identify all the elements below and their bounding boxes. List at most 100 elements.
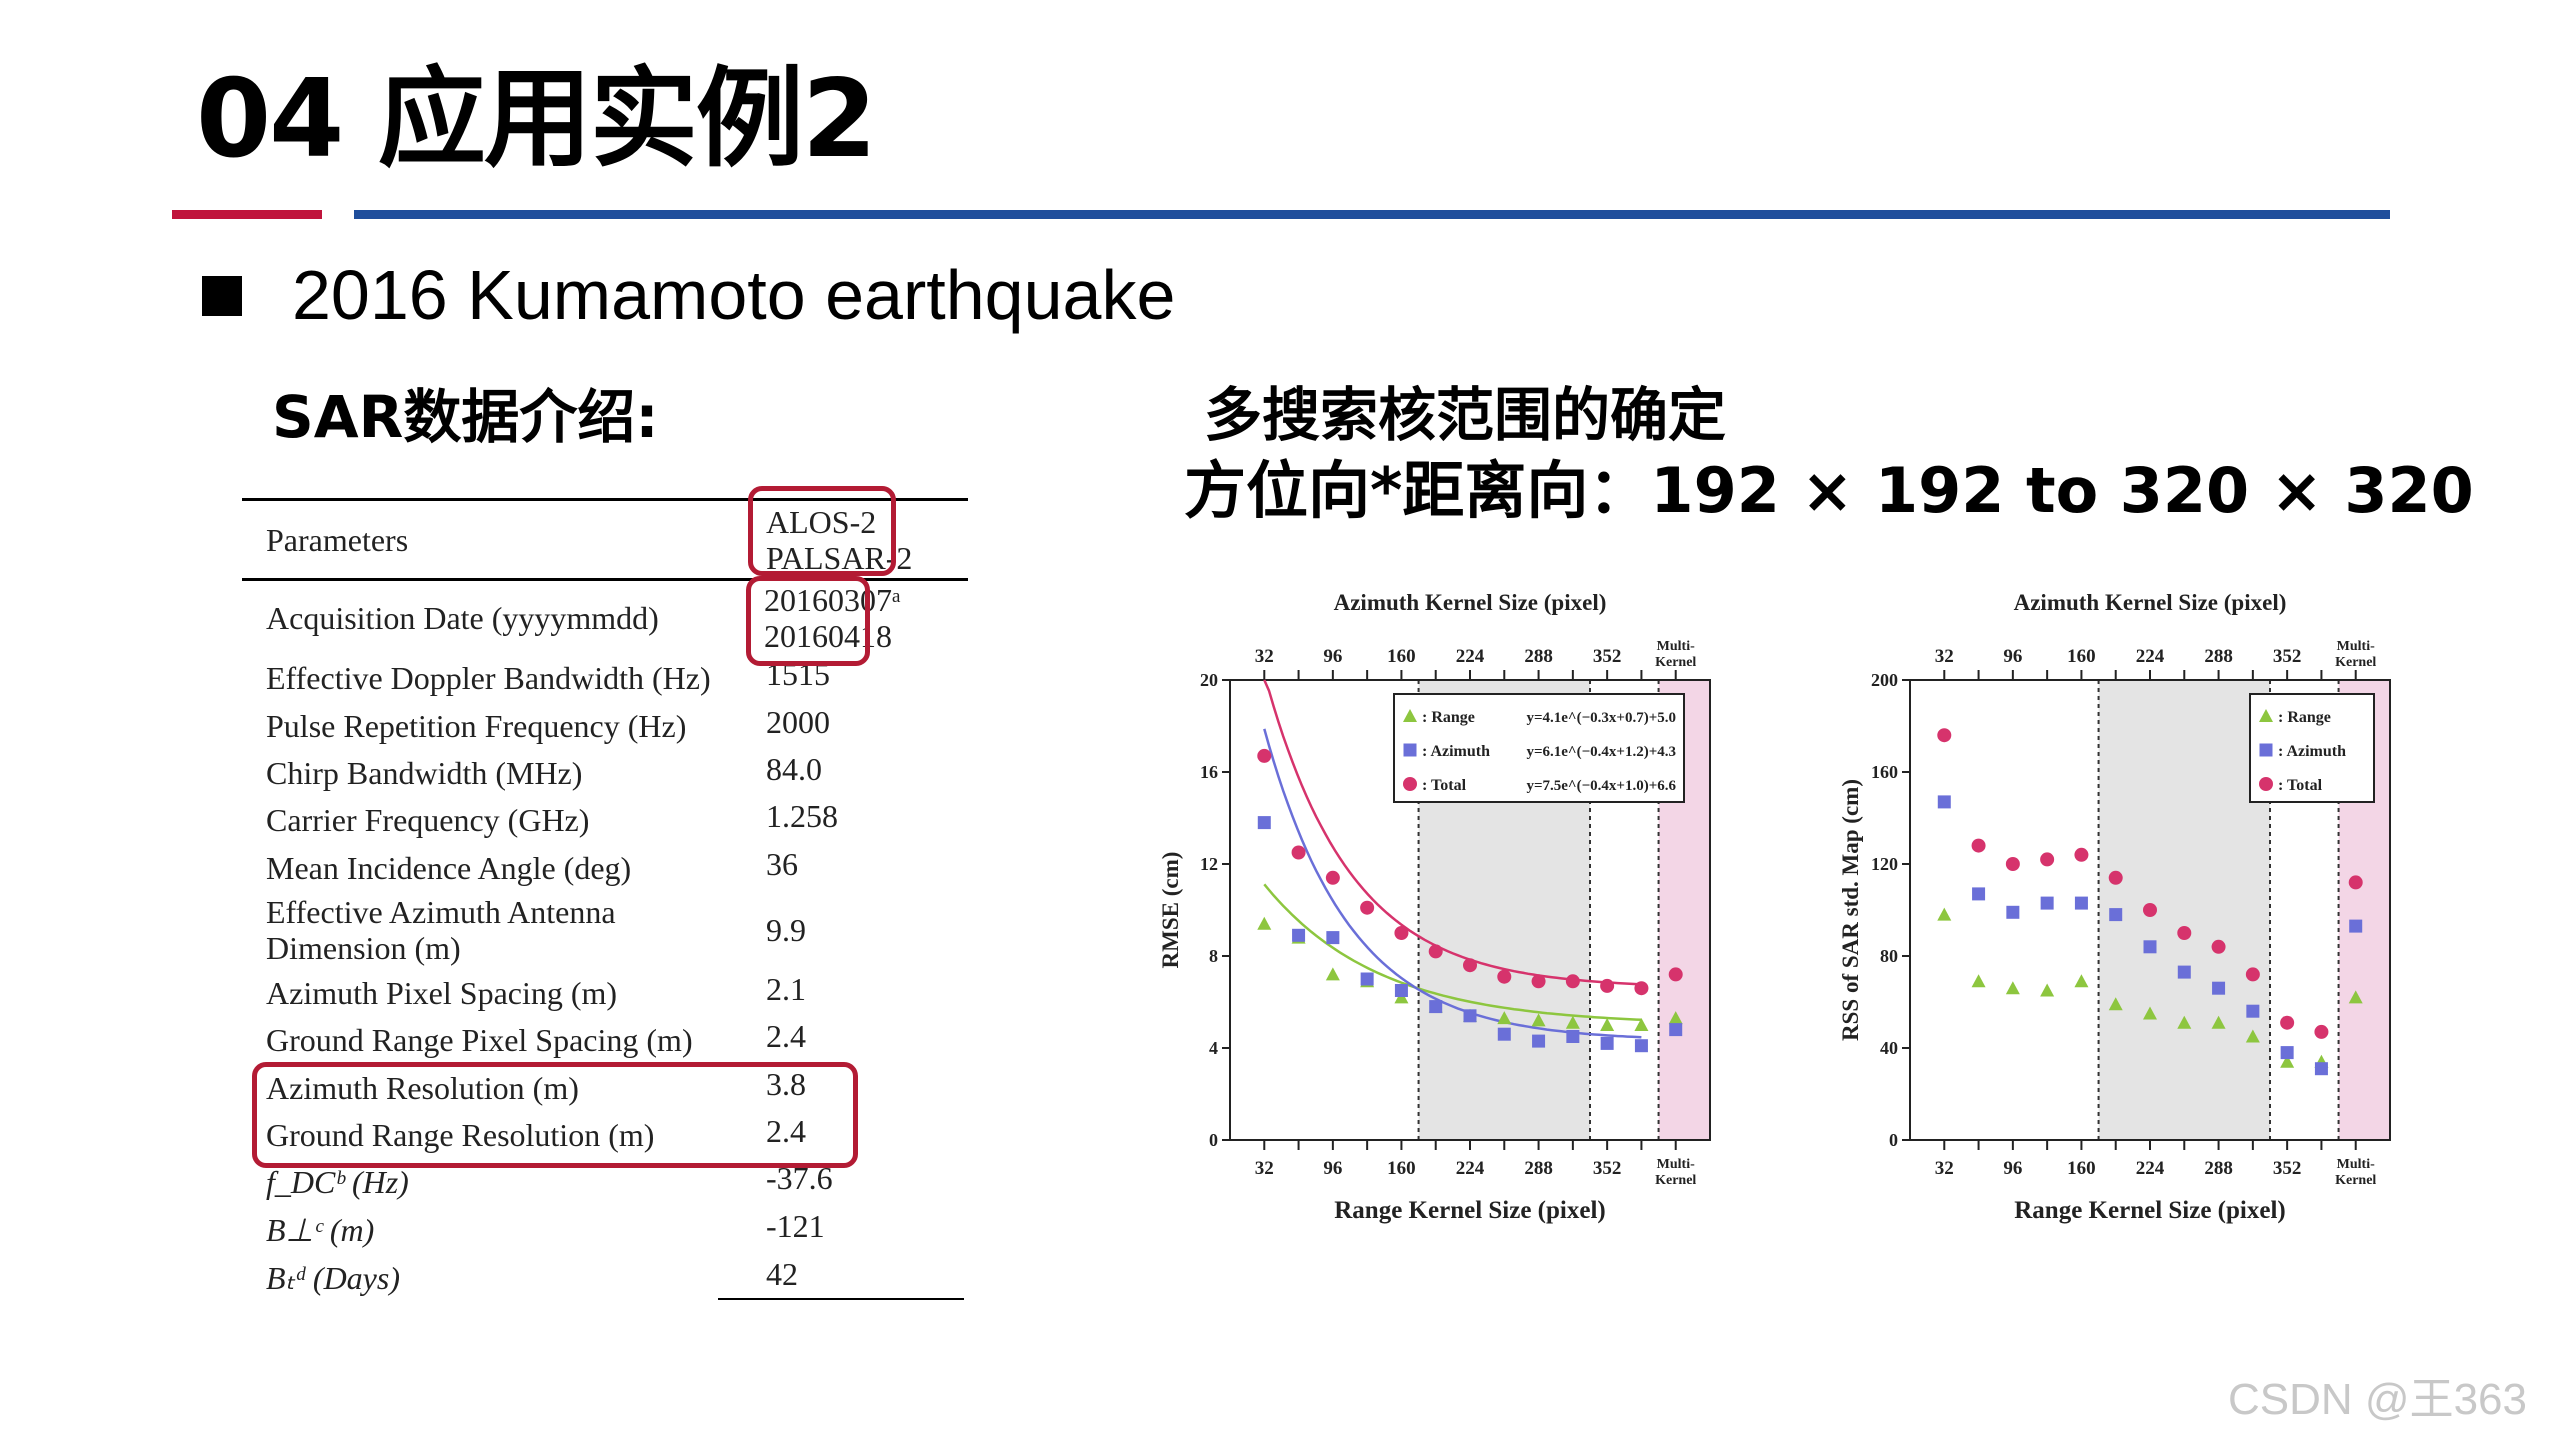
data-point-azimuth [2212, 981, 2226, 995]
data-point-total [1428, 944, 1443, 959]
data-point-azimuth [1394, 984, 1408, 997]
rss-plot-area: 0 40 80 120 160 200 32 32 96 96 160 160 224 224 288 288… [1838, 590, 2391, 1224]
data-point-total [1463, 958, 1477, 973]
table-header-name: Parameters [266, 522, 409, 558]
data-point-range [1325, 967, 1340, 981]
data-point-total [2245, 967, 2260, 982]
y-tick-label: 12 [1200, 854, 1218, 874]
data-point-azimuth [2143, 940, 2157, 954]
data-point-total [2074, 847, 2089, 862]
data-point-azimuth [1600, 1036, 1614, 1050]
highlight-box-resolution [252, 1062, 858, 1168]
legend-formula: y=4.1e^(−0.3x+0.7)+5.0 [1526, 710, 1676, 726]
row-value-antenna-dimension: 9.9 [766, 912, 806, 948]
table-header-value-line1: ALOS-2 [766, 504, 877, 540]
data-point-azimuth [2314, 1062, 2328, 1076]
data-point-range [1497, 1011, 1512, 1025]
data-point-azimuth [1497, 1027, 1511, 1041]
data-point-azimuth [2349, 919, 2363, 933]
legend-box [1393, 693, 1685, 803]
data-point-total [2143, 903, 2157, 917]
data-point-range [1565, 1015, 1580, 1029]
table-bottom-rule [718, 1298, 964, 1300]
data-point-azimuth [1360, 972, 1374, 986]
y-tick-label: 4 [1209, 1038, 1218, 1058]
data-point-azimuth [2006, 905, 2020, 919]
row-value-acquisition-date-1: 20160307ᵃ [764, 582, 901, 618]
sar-data-heading: SAR数据介绍: [272, 383, 659, 451]
data-point-range [2280, 1054, 2295, 1068]
y-tick-label: 160 [1871, 762, 1898, 782]
title-underline-red [172, 210, 322, 219]
data-point-range [2040, 983, 2055, 997]
data-point-range [1937, 907, 1952, 921]
y-tick-label: 80 [1880, 946, 1898, 966]
x-tick-label: 224 [2136, 1158, 2165, 1179]
y-tick-label: 8 [1209, 946, 1218, 966]
x-multi-label-1: Multi- [2337, 1157, 2375, 1172]
row-name-antenna-dimension-1: Effective Azimuth Antenna [266, 894, 616, 930]
data-point-total [2108, 870, 2123, 885]
y-axis-title: RMSE (cm) [1158, 852, 1183, 969]
x-axis-title: Range Kernel Size (pixel) [2014, 1197, 2285, 1224]
x2-multi-label-1: Multi- [1657, 639, 1695, 654]
x2-tick-label: 96 [2003, 646, 2022, 667]
data-point-total [1257, 748, 1272, 763]
legend-marker-triangle [2259, 709, 2273, 722]
x2-tick-label: 352 [1593, 646, 1622, 667]
title-underline-blue [354, 210, 2390, 219]
data-point-total [1634, 981, 1649, 996]
data-point-range [1971, 974, 1986, 988]
data-point-range [2108, 997, 2123, 1011]
x2-tick-label: 288 [1524, 646, 1553, 667]
legend-formula: y=7.5e^(−0.4x+1.0)+6.6 [1526, 778, 1676, 794]
x-tick-label: 288 [2204, 1158, 2233, 1179]
y-tick-label: 16 [1200, 762, 1218, 782]
row-name-carrier-frequency: Carrier Frequency (GHz) [266, 802, 590, 838]
row-value-azimuth-pixel-spacing: 2.1 [766, 971, 806, 1007]
data-point-range [1531, 1013, 1546, 1027]
data-point-range [2005, 981, 2020, 995]
y-tick-label: 120 [1871, 854, 1898, 874]
data-point-azimuth [1566, 1030, 1580, 1043]
row-name-incidence-angle: Mean Incidence Angle (deg) [266, 850, 632, 886]
data-point-total [1565, 974, 1580, 989]
data-point-azimuth [1257, 816, 1271, 830]
y-tick-label: 20 [1200, 670, 1218, 690]
rmse-plot-area: 0 4 8 12 16 20 32 32 96 96 160 160 224 224 288 288 352 35… [1158, 590, 1711, 1224]
row-value-carrier-frequency: 1.258 [766, 798, 838, 834]
data-point-total [1937, 728, 1952, 743]
row-value-acquisition-date-2: 20160418 [764, 618, 892, 654]
data-point-range [1634, 1018, 1649, 1031]
data-point-azimuth [2109, 908, 2123, 922]
x2-tick-label: 224 [1456, 646, 1485, 667]
data-point-total [2348, 875, 2363, 890]
row-value-azimuth-resolution: 3.8 [766, 1066, 806, 1102]
x2-tick-label: 160 [1387, 646, 1416, 667]
data-point-range [1668, 1011, 1683, 1025]
data-point-range [2074, 974, 2089, 988]
x2-tick-label: 32 [1935, 646, 1954, 667]
legend-label: : Range [2278, 709, 2331, 726]
legend-marker-triangle [1403, 709, 1417, 722]
x2-multi-label-1: Multi- [2337, 639, 2375, 654]
data-point-total [1600, 978, 1615, 993]
row-name-perpendicular-baseline: B⊥ᶜ (m) [266, 1212, 375, 1248]
x-tick-label: 352 [1593, 1158, 1622, 1179]
data-point-total [2280, 1015, 2295, 1030]
data-point-total [1394, 926, 1409, 940]
x2-axis-title: Azimuth Kernel Size (pixel) [1334, 590, 1607, 615]
data-point-azimuth [2246, 1004, 2260, 1018]
data-point-azimuth [1532, 1034, 1546, 1048]
y-tick-label: 0 [1889, 1130, 1898, 1150]
row-value-range-resolution: 2.4 [766, 1113, 806, 1149]
data-point-azimuth [2074, 896, 2088, 910]
x-tick-label: 352 [2273, 1158, 2302, 1179]
legend-label: : Azimuth [1422, 743, 1490, 760]
sar-parameter-table: Parameters ALOS-2 PALSAR-2 Acquisition D… [242, 486, 972, 1306]
legend-label: : Total [2278, 777, 2323, 794]
x-tick-label: 224 [1456, 1158, 1485, 1179]
x2-tick-label: 96 [1323, 646, 1342, 667]
row-value-chirp-bandwidth: 84.0 [766, 751, 822, 787]
data-point-total [1971, 838, 1986, 853]
